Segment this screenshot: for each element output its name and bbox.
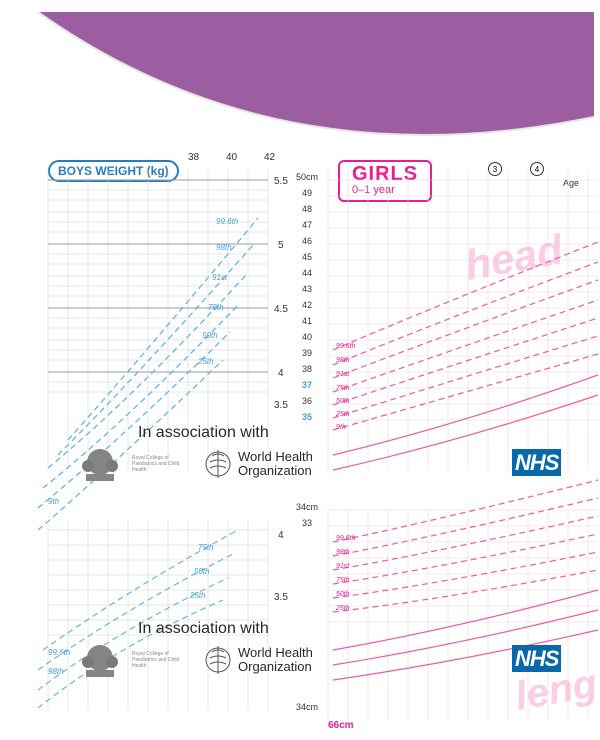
svg-text:75th: 75th [198, 543, 214, 552]
svg-text:9th: 9th [48, 497, 60, 506]
svg-text:33: 33 [302, 518, 312, 528]
nhs-badge-2: NHS [508, 646, 565, 672]
svg-text:91st: 91st [212, 273, 228, 282]
svg-text:37: 37 [302, 380, 312, 390]
svg-text:38: 38 [302, 364, 312, 374]
svg-text:41: 41 [302, 316, 312, 326]
svg-text:3.5: 3.5 [274, 400, 288, 411]
svg-text:34cm: 34cm [296, 502, 318, 512]
svg-text:49: 49 [302, 188, 312, 198]
who-line1: World Health [238, 450, 313, 464]
assoc-text-2: In association with [138, 620, 269, 638]
svg-text:34cm: 34cm [296, 702, 318, 712]
svg-text:99.6th: 99.6th [336, 535, 356, 542]
svg-text:39: 39 [302, 348, 312, 358]
svg-text:5: 5 [278, 240, 284, 251]
svg-text:38: 38 [188, 152, 200, 163]
who-line2-b: Organization [238, 660, 313, 674]
svg-text:42: 42 [264, 152, 276, 163]
svg-text:9th: 9th [336, 424, 346, 431]
svg-text:40: 40 [302, 332, 312, 342]
who-emblem-icon-2 [202, 642, 234, 678]
svg-text:50th: 50th [336, 398, 350, 405]
svg-text:66cm: 66cm [328, 720, 354, 731]
who-line1-b: World Health [238, 646, 313, 660]
svg-text:99.6th: 99.6th [336, 343, 356, 350]
svg-text:36: 36 [302, 396, 312, 406]
svg-text:50cm: 50cm [296, 172, 318, 182]
svg-text:50th: 50th [336, 591, 350, 598]
svg-text:40: 40 [226, 152, 238, 163]
who-emblem-icon [202, 446, 234, 482]
svg-text:25th: 25th [189, 591, 206, 600]
svg-text:48: 48 [302, 204, 312, 214]
assoc-row-2: Royal College of Paediatrics and Child H… [78, 640, 313, 680]
svg-text:44: 44 [302, 268, 312, 278]
svg-text:25th: 25th [335, 605, 350, 612]
svg-text:91st: 91st [336, 371, 350, 378]
svg-text:91st: 91st [336, 563, 350, 570]
svg-text:75th: 75th [208, 303, 224, 312]
svg-text:5.5: 5.5 [274, 176, 288, 187]
svg-text:50th: 50th [194, 567, 210, 576]
svg-text:25th: 25th [197, 357, 214, 366]
svg-text:45: 45 [302, 252, 312, 262]
svg-text:4: 4 [278, 368, 284, 379]
svg-text:98th: 98th [336, 357, 350, 364]
svg-text:25th: 25th [335, 411, 350, 418]
svg-text:75th: 75th [336, 385, 350, 392]
svg-text:42: 42 [302, 300, 312, 310]
svg-text:47: 47 [302, 220, 312, 230]
svg-text:3.5: 3.5 [274, 592, 288, 603]
rcpch-emblem-icon-2 [78, 640, 122, 680]
girls-grid [328, 170, 598, 470]
svg-text:98th: 98th [48, 667, 64, 676]
assoc-row-1: Royal College of Paediatrics and Child H… [78, 444, 313, 484]
page-frame: BOYS WEIGHT (kg) GIRLS 0–1 year 3 4 Age [18, 12, 594, 724]
svg-text:75th: 75th [336, 577, 350, 584]
assoc-text-1: In association with [138, 424, 269, 442]
svg-text:99.6th: 99.6th [48, 648, 71, 657]
svg-text:99.6th: 99.6th [216, 217, 239, 226]
nhs-badge-1: NHS [508, 450, 565, 476]
svg-text:35: 35 [302, 412, 312, 422]
svg-text:98th: 98th [336, 549, 350, 556]
svg-text:43: 43 [302, 284, 312, 294]
who-line2: Organization [238, 464, 313, 478]
svg-text:4.5: 4.5 [274, 304, 288, 315]
svg-text:4: 4 [278, 530, 284, 541]
svg-text:50th: 50th [202, 331, 218, 340]
svg-text:98th: 98th [216, 243, 232, 252]
rcpch-emblem-icon [78, 444, 122, 484]
svg-text:46: 46 [302, 236, 312, 246]
